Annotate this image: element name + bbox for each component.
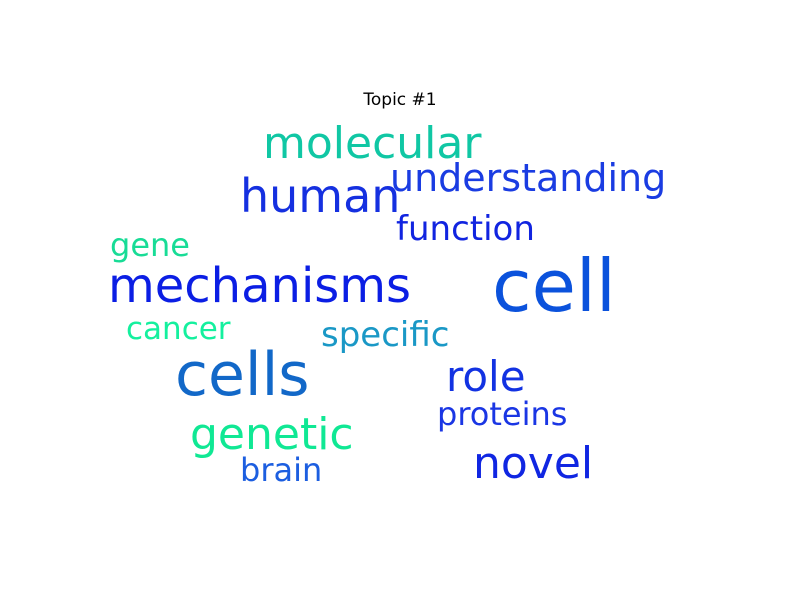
- word-gene: gene: [110, 226, 190, 264]
- word-understanding: understanding: [390, 156, 666, 200]
- word-mechanisms: mechanisms: [108, 258, 411, 314]
- word-specific: specific: [321, 315, 449, 355]
- word-novel: novel: [473, 438, 593, 489]
- word-proteins: proteins: [437, 395, 567, 433]
- word-human: human: [240, 169, 400, 223]
- word-cancer: cancer: [126, 311, 231, 347]
- word-genetic: genetic: [190, 409, 354, 460]
- word-function: function: [396, 209, 535, 249]
- word-molecular: molecular: [263, 118, 482, 169]
- word-cell: cell: [492, 244, 616, 328]
- word-brain: brain: [240, 451, 322, 489]
- word-role: role: [446, 352, 526, 401]
- word-cells: cells: [175, 340, 310, 410]
- chart-title: Topic #1: [363, 90, 437, 110]
